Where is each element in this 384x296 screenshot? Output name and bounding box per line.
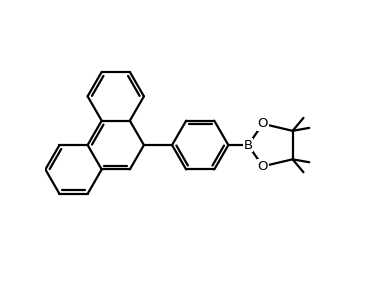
Text: B: B xyxy=(243,139,253,152)
Text: O: O xyxy=(258,117,268,130)
Text: O: O xyxy=(258,160,268,173)
